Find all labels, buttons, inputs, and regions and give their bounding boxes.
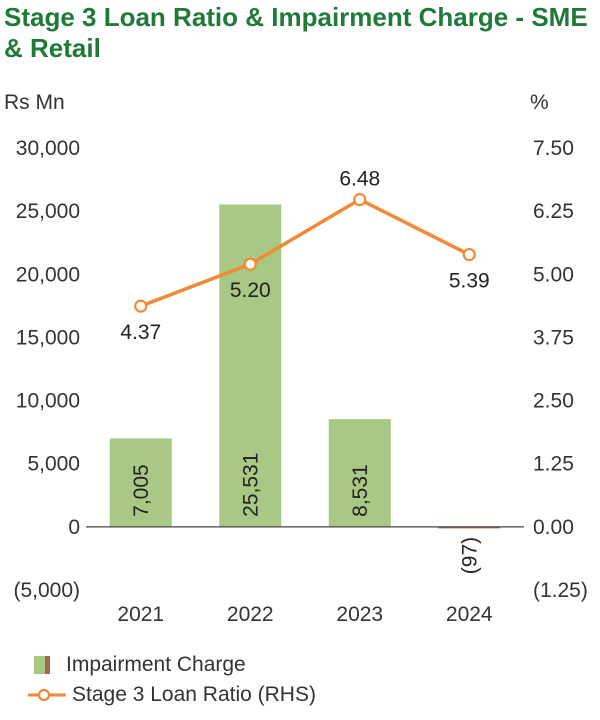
ratio-point (462, 247, 476, 262)
left-tick-label: 15,000 (16, 326, 80, 349)
ratio-point (353, 192, 367, 207)
ratio-point (243, 257, 257, 271)
ratio-point (134, 299, 148, 313)
legend-label-impairment-charge: Impairment Charge (66, 653, 246, 676)
category-label: 2023 (336, 603, 383, 626)
bar-2024 (438, 526, 501, 529)
legend-label-stage3-ratio: Stage 3 Loan Ratio (RHS) (72, 683, 316, 706)
right-tick-label: 0.00 (533, 516, 574, 539)
ratio-value-label: 6.48 (339, 168, 380, 191)
legend: Impairment Charge Stage 3 Loan Ratio (RH… (28, 650, 316, 710)
right-tick-label: 1.25 (533, 453, 574, 476)
left-axis-label: Rs Mn (4, 91, 65, 114)
bar-swatch-positive (34, 656, 45, 674)
line-marker-swatch-icon (28, 688, 66, 702)
bar-swatch-icon (34, 656, 50, 674)
left-tick-label: 30,000 (16, 137, 80, 160)
right-tick-label: 7.50 (533, 137, 574, 160)
bar-2021 (109, 438, 172, 527)
category-label: 2022 (227, 603, 274, 626)
right-tick-label: 6.25 (533, 200, 574, 223)
left-tick-label: 20,000 (16, 263, 80, 286)
left-tick-label: 5,000 (27, 453, 80, 476)
bar-value-label: 8,531 (349, 464, 372, 517)
bar-swatch-negative (45, 656, 50, 674)
ratio-value-label: 5.20 (230, 279, 271, 302)
bar-value-label: (97) (459, 537, 482, 574)
chart-title: Stage 3 Loan Ratio & Impairment Charge -… (4, 2, 588, 63)
category-label: 2021 (117, 603, 164, 626)
legend-item-stage3-ratio[interactable]: Stage 3 Loan Ratio (RHS) (28, 680, 316, 710)
category-label: 2024 (446, 603, 493, 626)
left-tick-label: (5,000) (13, 579, 80, 602)
right-axis-label: % (530, 91, 549, 114)
ratio-line (140, 197, 471, 308)
right-tick-label: (1.25) (533, 579, 588, 602)
bar-value-label: 7,005 (130, 464, 153, 517)
right-tick-label: 3.75 (533, 326, 574, 349)
left-tick-label: 25,000 (16, 200, 80, 223)
ratio-value-label: 5.39 (449, 270, 490, 293)
right-tick-label: 5.00 (533, 263, 574, 286)
ratio-value-label: 4.37 (120, 321, 161, 344)
bar-value-label: 25,531 (240, 453, 263, 517)
bar-2023 (328, 419, 391, 527)
legend-item-impairment-charge[interactable]: Impairment Charge (28, 650, 316, 680)
left-tick-label: 0 (68, 516, 80, 539)
right-tick-label: 2.50 (533, 390, 574, 413)
left-tick-label: 10,000 (16, 390, 80, 413)
